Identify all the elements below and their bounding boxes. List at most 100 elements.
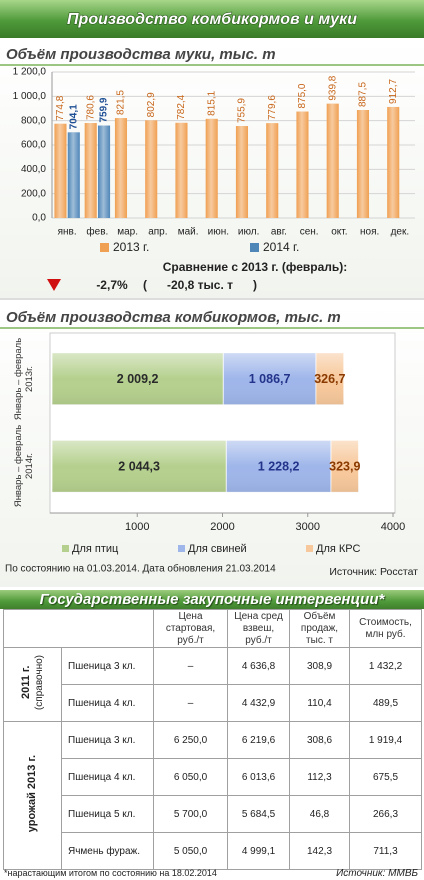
y-tick-label: 400,0 xyxy=(21,164,46,175)
table-cell: 5 700,0 xyxy=(153,795,228,833)
bar-shine xyxy=(235,126,249,218)
x-tick-label: дек. xyxy=(391,227,410,238)
table-cell: 308,6 xyxy=(289,721,350,759)
legend-label: Для птиц xyxy=(72,543,119,555)
table-footnote: *нарастающим итогом по состоянию на 18.0… xyxy=(4,868,217,878)
value-label: 875,0 xyxy=(297,83,308,108)
row-name: Пшеница 3 кл. xyxy=(61,647,154,685)
group-label: урожай 2013 г. xyxy=(26,755,39,832)
table-row: Ячмень фураж. 5 050,0 4 999,1 142,3 711,3 xyxy=(4,832,422,870)
legend-swatch xyxy=(100,243,109,252)
column-header: Цена стартовая, руб./т xyxy=(153,609,228,648)
legend-swatch xyxy=(306,545,313,552)
bar-shine xyxy=(145,120,158,218)
value-label: 323,9 xyxy=(329,460,360,474)
x-tick-label: июл. xyxy=(238,227,259,238)
table-cell: 711,3 xyxy=(349,832,422,870)
bar-shine xyxy=(296,111,309,218)
legend-label: Для свиней xyxy=(188,543,247,555)
table-cell: 308,9 xyxy=(289,647,350,685)
source-note: Источник: Росстат xyxy=(329,566,418,578)
table-cell: 142,3 xyxy=(289,832,350,870)
bar-shine xyxy=(315,352,344,405)
group-cell: урожай 2013 г. xyxy=(3,721,62,870)
table-cell: 675,5 xyxy=(349,758,422,796)
column-header: Цена сред взвеш, руб./т xyxy=(227,609,290,648)
comparison-title: Сравнение с 2013 г. (февраль): xyxy=(163,260,348,274)
group-label: 2011 г. (справочно) xyxy=(20,655,46,710)
table-cell: – xyxy=(153,647,228,685)
y-tick-label: 1 200,0 xyxy=(13,67,47,78)
bar-shine xyxy=(387,106,400,218)
header-banner xyxy=(0,0,424,38)
table-cell: 110,4 xyxy=(289,684,350,722)
value-label: 1 228,2 xyxy=(258,460,300,474)
x-tick-label: 2000 xyxy=(210,521,234,533)
x-tick-label: 3000 xyxy=(296,521,320,533)
x-tick-label: фев. xyxy=(86,226,108,238)
bar-shine xyxy=(52,440,227,493)
value-label: 887,5 xyxy=(358,82,369,107)
value-label: 815,1 xyxy=(206,90,217,115)
chart-title: Объём производства комбикормов, тыс. т xyxy=(6,309,341,326)
value-label: 2 044,3 xyxy=(118,460,160,474)
y-tick-label: Январь – февраль 2013г. xyxy=(13,337,35,420)
bar-shine xyxy=(52,352,224,405)
bar-shine xyxy=(54,123,67,218)
value-label: 780,6 xyxy=(85,95,96,120)
bar-shine xyxy=(97,125,111,218)
legend-label: 2014 г. xyxy=(263,240,299,254)
y-tick-label: 0,0 xyxy=(32,213,46,224)
legend-label: 2013 г. xyxy=(113,240,149,254)
group-cell: 2011 г. (справочно) xyxy=(3,647,62,722)
legend-swatch xyxy=(250,243,259,252)
value-label: 755,9 xyxy=(237,98,248,123)
change-pct: -2,7% xyxy=(96,278,128,292)
value-label: 802,9 xyxy=(146,92,157,117)
value-label: 939,8 xyxy=(327,75,338,100)
bar-shine xyxy=(326,103,339,218)
table-cell: 6 219,6 xyxy=(227,721,290,759)
column-header: Объём продаж, тыс. т xyxy=(289,609,350,648)
table-row: Пшеница 4 кл. 6 050,0 6 013,6 112,3 675,5 xyxy=(4,758,422,796)
table-cell: 112,3 xyxy=(289,758,350,796)
x-tick-label: 1000 xyxy=(125,521,149,533)
header-cell xyxy=(3,609,154,648)
change-abs: ( -20,8 тыс. т ) xyxy=(143,278,257,292)
x-tick-label: май. xyxy=(178,227,199,238)
x-tick-label: апр. xyxy=(148,227,167,238)
bar-shine xyxy=(223,352,316,405)
charts: Производство комбикормов и муки Объём пр… xyxy=(0,0,424,587)
bar-shine xyxy=(205,118,218,218)
update-note: По состоянию на 01.03.2014. Дата обновле… xyxy=(5,563,276,575)
value-label: 704,1 xyxy=(68,104,79,129)
bar-shine xyxy=(114,118,128,218)
row-name: Пшеница 5 кл. xyxy=(61,795,154,833)
header-title: Производство комбикормов и муки xyxy=(67,11,357,28)
row-name: Пшеница 3 кл. xyxy=(61,721,154,759)
table-cell: 489,5 xyxy=(349,684,422,722)
row-name: Пшеница 4 кл. xyxy=(61,684,154,722)
value-label: 326,7 xyxy=(314,372,345,386)
bar-shine xyxy=(175,122,188,218)
table-row: 2011 г. (справочно) Пшеница 3 кл. –4 636,8 3… xyxy=(3,647,422,722)
x-tick-label: ноя. xyxy=(360,227,379,238)
bar-shine xyxy=(84,123,97,218)
bar-shine xyxy=(266,123,279,218)
x-tick-label: окт. xyxy=(331,227,347,238)
down-arrow xyxy=(47,279,61,291)
table-cell: 5 684,5 xyxy=(227,795,290,833)
table-source: Источник: ММВБ xyxy=(336,868,418,879)
y-tick-label: Январь – февраль 2014г. xyxy=(13,425,35,508)
y-tick-label: 200,0 xyxy=(21,188,46,199)
table-cell: 5 050,0 xyxy=(153,832,228,870)
x-tick-label: мар. xyxy=(117,227,138,238)
table-cell: 6 013,6 xyxy=(227,758,290,796)
y-tick-label: 1 000,0 xyxy=(13,91,47,102)
table-cell: 46,8 xyxy=(289,795,350,833)
table-cell: 1 432,2 xyxy=(349,647,422,685)
table-cell: 4 636,8 xyxy=(227,647,290,685)
y-tick-label: 600,0 xyxy=(21,140,46,151)
legend-swatch xyxy=(62,545,69,552)
legend-swatch xyxy=(178,545,185,552)
